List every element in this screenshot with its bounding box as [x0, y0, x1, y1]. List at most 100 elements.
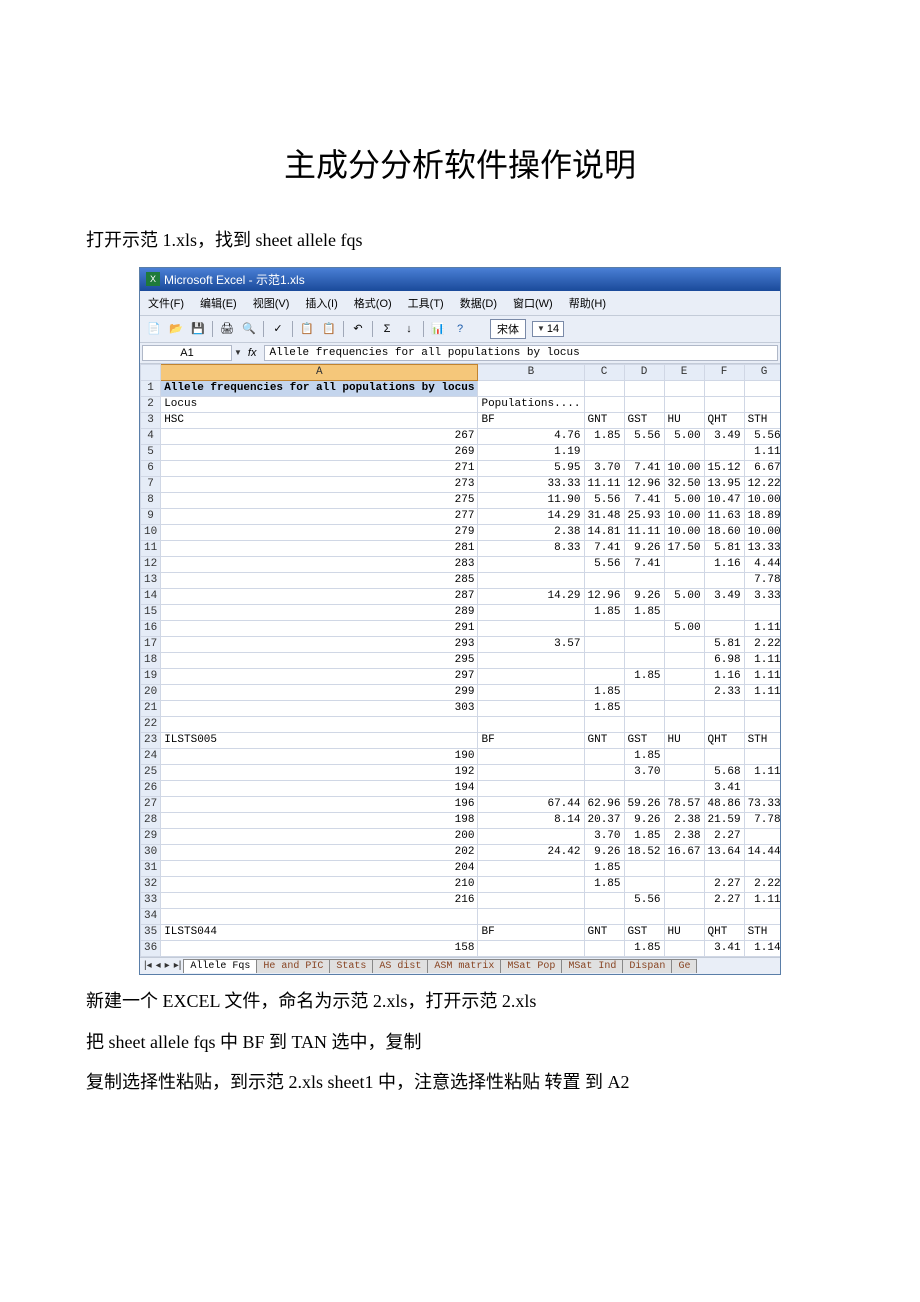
tab-nav-last-icon[interactable]: ▸|	[172, 960, 184, 971]
row-header[interactable]: 5	[141, 444, 161, 460]
save-icon[interactable]: 💾	[188, 319, 208, 339]
sheet-tab[interactable]: AS dist	[372, 959, 428, 973]
row-header[interactable]: 9	[141, 508, 161, 524]
undo-icon[interactable]: ↶	[348, 319, 368, 339]
cell[interactable]: GST	[624, 732, 664, 748]
row-header[interactable]: 14	[141, 588, 161, 604]
cell[interactable]: 15.12	[704, 460, 744, 476]
cell[interactable]	[664, 652, 704, 668]
cell[interactable]: 12.22	[744, 476, 780, 492]
cell[interactable]	[624, 780, 664, 796]
cell[interactable]	[624, 716, 664, 732]
cell[interactable]: 14.29	[478, 508, 584, 524]
row-header[interactable]: 6	[141, 460, 161, 476]
cell[interactable]: 33.33	[478, 476, 584, 492]
font-size-selector[interactable]: ▼ 14	[532, 321, 564, 337]
column-header[interactable]: A	[161, 364, 478, 380]
sheet-tab[interactable]: Ge	[671, 959, 697, 973]
cell[interactable]: 1.19	[478, 444, 584, 460]
cell[interactable]	[744, 380, 780, 396]
cell[interactable]: 1.11	[744, 764, 780, 780]
cell[interactable]: 20.37	[584, 812, 624, 828]
dropdown-icon[interactable]: ▼	[234, 348, 242, 357]
cell[interactable]: 1.85	[624, 828, 664, 844]
row-header[interactable]: 15	[141, 604, 161, 620]
cell[interactable]: 3.70	[584, 460, 624, 476]
cell[interactable]: 200	[161, 828, 478, 844]
cell[interactable]: 11.11	[624, 524, 664, 540]
cell[interactable]: 1.85	[624, 604, 664, 620]
tab-nav-first-icon[interactable]: |◂	[142, 960, 154, 971]
cell[interactable]: GNT	[584, 732, 624, 748]
cell[interactable]	[664, 780, 704, 796]
cell[interactable]	[478, 700, 584, 716]
sheet-tab[interactable]: MSat Pop	[500, 959, 562, 973]
cell[interactable]: 24.42	[478, 844, 584, 860]
cell[interactable]: 5.56	[744, 428, 780, 444]
column-header[interactable]: C	[584, 364, 624, 380]
cell[interactable]: 3.70	[584, 828, 624, 844]
cell[interactable]: 293	[161, 636, 478, 652]
select-all-corner[interactable]	[141, 364, 161, 380]
cell[interactable]: 3.41	[704, 940, 744, 956]
column-header[interactable]: B	[478, 364, 584, 380]
cell[interactable]	[584, 764, 624, 780]
cell[interactable]: 67.44	[478, 796, 584, 812]
cell[interactable]	[624, 876, 664, 892]
cell[interactable]	[664, 572, 704, 588]
cell[interactable]: HU	[664, 924, 704, 940]
cell[interactable]: GNT	[584, 924, 624, 940]
cell[interactable]	[664, 636, 704, 652]
cell[interactable]: 16.67	[664, 844, 704, 860]
cell[interactable]: 7.41	[584, 540, 624, 556]
cell[interactable]: 158	[161, 940, 478, 956]
cell[interactable]: 11.90	[478, 492, 584, 508]
cell[interactable]: Populations....	[478, 396, 584, 412]
row-header[interactable]: 30	[141, 844, 161, 860]
cell[interactable]: 59.26	[624, 796, 664, 812]
row-header[interactable]: 28	[141, 812, 161, 828]
cell[interactable]: HU	[664, 412, 704, 428]
cell[interactable]: 8.14	[478, 812, 584, 828]
row-header[interactable]: 32	[141, 876, 161, 892]
cell[interactable]: 267	[161, 428, 478, 444]
cell[interactable]	[478, 716, 584, 732]
cell[interactable]	[744, 828, 780, 844]
cell[interactable]: 2.27	[704, 828, 744, 844]
cell[interactable]	[478, 908, 584, 924]
cell[interactable]: 1.85	[584, 428, 624, 444]
cell[interactable]: 1.16	[704, 668, 744, 684]
cell[interactable]	[161, 908, 478, 924]
cell[interactable]	[478, 604, 584, 620]
cell[interactable]: 13.95	[704, 476, 744, 492]
cell[interactable]: Locus	[161, 396, 478, 412]
cell[interactable]	[664, 876, 704, 892]
cell[interactable]	[584, 668, 624, 684]
cell[interactable]	[584, 444, 624, 460]
cell[interactable]: 289	[161, 604, 478, 620]
sheet-tab[interactable]: Allele Fqs	[183, 959, 257, 973]
cell[interactable]	[478, 652, 584, 668]
row-header[interactable]: 21	[141, 700, 161, 716]
row-header[interactable]: 17	[141, 636, 161, 652]
cell[interactable]: 10.00	[664, 460, 704, 476]
cell[interactable]	[624, 620, 664, 636]
menu-item[interactable]: 帮助(H)	[565, 293, 610, 313]
cell[interactable]	[664, 716, 704, 732]
cell[interactable]	[744, 748, 780, 764]
cell[interactable]: GNT	[584, 412, 624, 428]
cell[interactable]: 1.85	[584, 860, 624, 876]
cell[interactable]	[478, 860, 584, 876]
cell[interactable]	[744, 604, 780, 620]
row-header[interactable]: 35	[141, 924, 161, 940]
cell[interactable]	[664, 748, 704, 764]
cell[interactable]: 9.26	[624, 540, 664, 556]
cell[interactable]	[704, 716, 744, 732]
cell[interactable]: 1.85	[624, 748, 664, 764]
cell[interactable]	[664, 380, 704, 396]
cell[interactable]: 62.96	[584, 796, 624, 812]
cell[interactable]	[624, 860, 664, 876]
cell[interactable]: 1.11	[744, 684, 780, 700]
cell[interactable]: 1.11	[744, 444, 780, 460]
menu-item[interactable]: 数据(D)	[456, 293, 501, 313]
